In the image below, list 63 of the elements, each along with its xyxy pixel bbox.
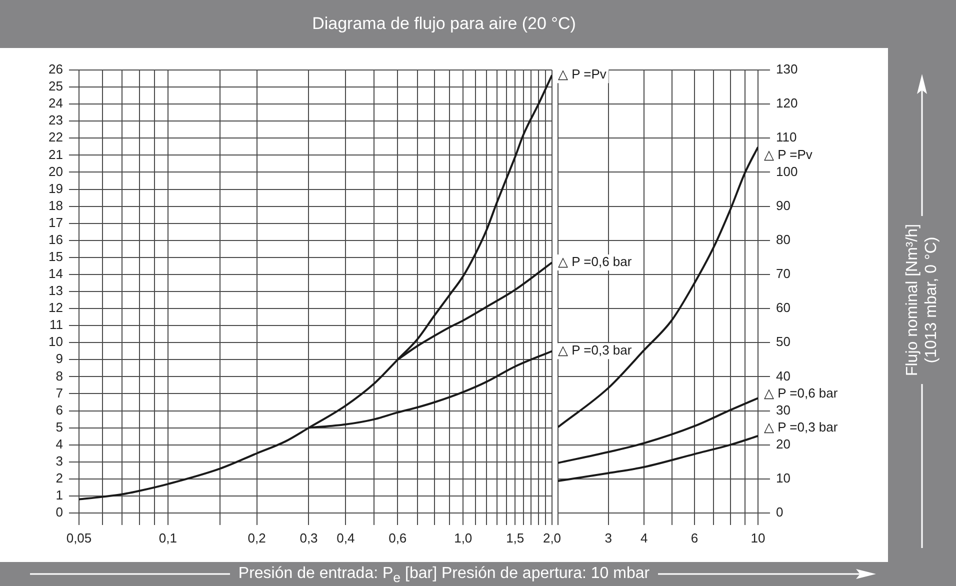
y2-tick-label: 130 — [776, 62, 798, 77]
y2-tick-label: 0 — [776, 504, 784, 520]
chart-title: Diagrama de flujo para aire (20 °C) — [311, 13, 577, 35]
x-tick-label: 6 — [690, 530, 698, 546]
y-tick-label: 16 — [48, 232, 63, 247]
y-tick-label: 18 — [48, 198, 63, 213]
y2-tick-label: 70 — [776, 266, 790, 282]
y-tick-label: 5 — [56, 419, 63, 434]
y-tick-label: 13 — [48, 283, 63, 298]
y2-tick-label: 20 — [776, 436, 790, 452]
x-tick-label: 3 — [604, 530, 612, 546]
y2-tick-label: 40 — [776, 368, 790, 384]
x-tick-label: 10 — [750, 530, 766, 546]
y-tick-label: 0 — [56, 504, 63, 520]
x-tick-label: 0,05 — [66, 530, 92, 546]
y-tick-label: 9 — [56, 351, 63, 366]
y2-tick-label: 90 — [776, 198, 790, 213]
x-tick-label: 0,1 — [158, 530, 177, 546]
y-tick-label: 19 — [48, 180, 63, 196]
y-tick-label: 26 — [48, 62, 63, 77]
y2-tick-label: 30 — [776, 402, 790, 418]
y2-tick-label: 110 — [776, 130, 797, 145]
x-tick-label: 0,6 — [388, 530, 407, 546]
y-tick-label: 7 — [56, 385, 63, 400]
y-tick-label: 14 — [48, 266, 63, 282]
series-label: △ P =0,6 bar — [558, 254, 632, 270]
y-tick-label: 25 — [48, 78, 63, 94]
y-tick-label: 4 — [56, 436, 63, 452]
x-tick-label: 4 — [640, 530, 648, 546]
y2-tick-label: 100 — [776, 164, 798, 179]
y-tick-label: 20 — [48, 164, 63, 179]
series-label: △ P =Pv — [764, 146, 813, 162]
y2-tick-label: 120 — [776, 96, 798, 111]
x-tick-label: 2,0 — [542, 530, 562, 546]
y-tick-label: 24 — [48, 96, 63, 111]
series-label: △ P =0,6 bar — [764, 385, 838, 400]
y-tick-label: 3 — [56, 453, 63, 468]
y2-tick-label: 80 — [776, 232, 790, 247]
y-tick-label: 10 — [48, 334, 63, 350]
y2-tick-label: 50 — [776, 334, 790, 350]
series-label: △ P =0,3 bar — [558, 342, 632, 358]
x-tick-label: 0,4 — [336, 530, 355, 546]
y-tick-label: 8 — [56, 368, 63, 384]
x-tick-label: 0,2 — [248, 530, 266, 546]
y2-axis-title: Flujo nominal [Nm³/h] (1013 mbar, 0 °C) — [903, 216, 941, 384]
y-tick-label: 2 — [56, 470, 63, 486]
y-tick-label: 23 — [48, 112, 63, 128]
y-tick-label: 22 — [48, 130, 63, 145]
y2-tick-label: 60 — [776, 300, 790, 316]
y-tick-label: 1 — [56, 488, 63, 503]
y-tick-label: 6 — [56, 402, 63, 418]
y-tick-label: 21 — [48, 146, 63, 162]
y-tick-label: 15 — [48, 249, 63, 264]
x-tick-label: 0,3 — [300, 530, 318, 546]
series-label: △ P =0,3 bar — [764, 419, 838, 434]
y-tick-label: 11 — [50, 317, 63, 332]
x-axis-title: Presión de entrada: P$_{e}$ [bar] Presión de apertura: 10 mbar — [237, 565, 651, 586]
x-tick-label: 1,5 — [506, 530, 524, 546]
x-tick-label: 1,0 — [454, 530, 472, 546]
series-label: △ P =Pv — [558, 66, 607, 82]
y-tick-label: 17 — [48, 214, 63, 230]
y2-tick-label: 10 — [776, 470, 790, 486]
y-tick-label: 12 — [48, 300, 63, 316]
